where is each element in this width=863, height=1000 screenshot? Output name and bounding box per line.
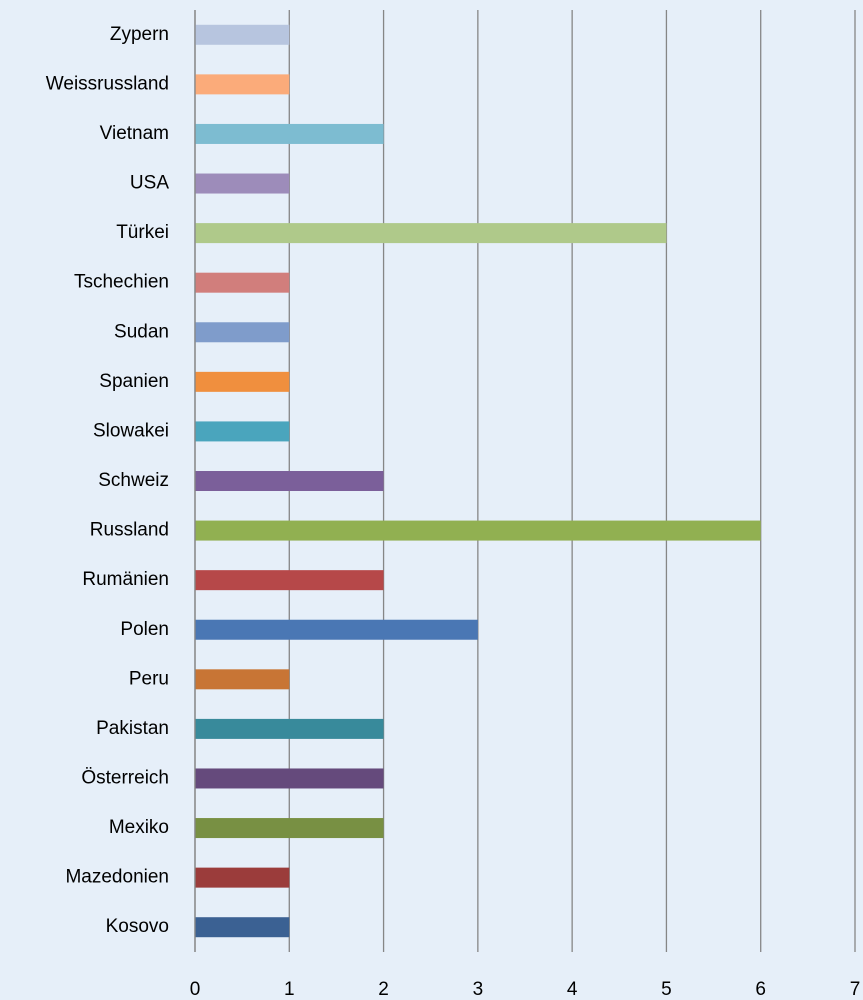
bar: [195, 818, 384, 839]
bar: [195, 371, 290, 392]
y-tick-label: Türkei: [116, 222, 169, 243]
bar: [195, 718, 384, 739]
bar: [195, 24, 290, 45]
y-tick-label: USA: [130, 173, 169, 194]
bar: [195, 123, 384, 144]
y-tick-label: Slowakei: [93, 420, 169, 441]
bar: [195, 322, 290, 343]
bar: [195, 223, 667, 244]
y-tick-label: Russland: [90, 520, 169, 541]
x-tick-label: 6: [755, 979, 766, 1000]
y-tick-label: Kosovo: [106, 916, 169, 937]
y-tick-label: Österreich: [81, 767, 169, 788]
x-tick-label: 5: [661, 979, 672, 1000]
y-tick-label: Vietnam: [100, 123, 169, 144]
bar: [195, 867, 290, 888]
y-tick-label: Pakistan: [96, 718, 169, 739]
x-tick-label: 3: [473, 979, 484, 1000]
x-tick-label: 1: [284, 979, 295, 1000]
bar: [195, 421, 290, 442]
y-tick-label: Schweiz: [98, 470, 169, 491]
bar: [195, 619, 478, 640]
y-tick-label: Polen: [120, 619, 169, 640]
bar: [195, 570, 384, 591]
y-tick-label: Rumänien: [82, 569, 169, 590]
y-tick-label: Peru: [129, 668, 169, 689]
y-tick-label: Tschechien: [74, 272, 169, 293]
y-tick-label: Mexiko: [109, 817, 169, 838]
x-tick-label: 0: [190, 979, 201, 1000]
y-tick-label: Mazedonien: [65, 867, 169, 888]
y-tick-label: Sudan: [114, 321, 169, 342]
bar: [195, 173, 290, 194]
x-tick-label: 4: [567, 979, 578, 1000]
bar: [195, 917, 290, 938]
y-tick-label: Weissrussland: [46, 73, 169, 94]
y-tick-label: Spanien: [99, 371, 169, 392]
x-tick-label: 2: [378, 979, 389, 1000]
y-tick-label: Zypern: [110, 24, 169, 45]
bar: [195, 272, 290, 293]
bar: [195, 471, 384, 491]
bar: [195, 768, 384, 789]
bar: [195, 74, 290, 95]
bar: [195, 520, 761, 541]
bar: [195, 669, 290, 690]
x-tick-label: 7: [850, 979, 861, 1000]
